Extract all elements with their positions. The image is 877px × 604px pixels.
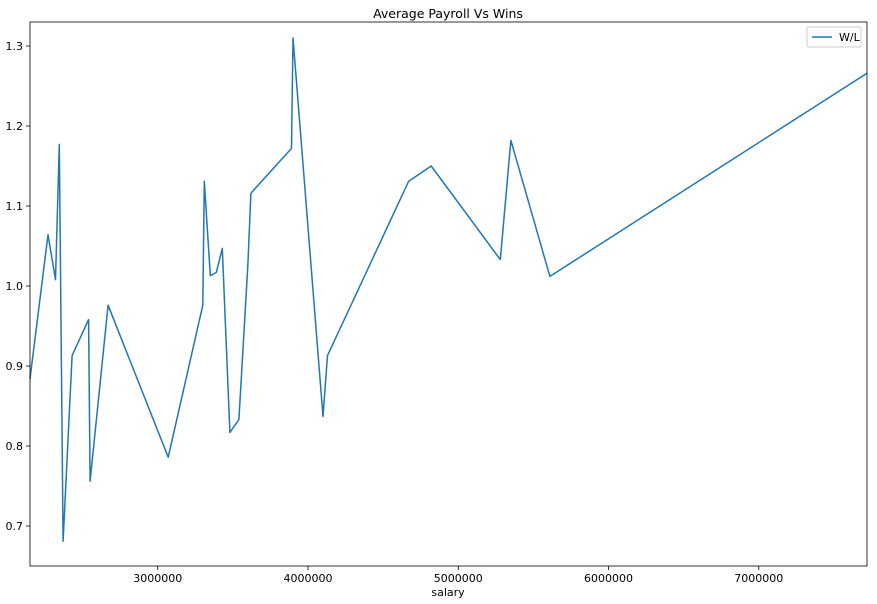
x-tick-label: 6000000 bbox=[584, 572, 633, 585]
legend-label-wl: W/L bbox=[839, 31, 861, 44]
y-tick-label: 0.7 bbox=[6, 520, 24, 533]
x-tick-label: 4000000 bbox=[283, 572, 332, 585]
y-tick-label: 1.2 bbox=[6, 120, 24, 133]
series-line-wl bbox=[29, 37, 868, 542]
legend: W/L bbox=[806, 26, 862, 48]
x-tick-label: 7000000 bbox=[734, 572, 783, 585]
y-tick-label: 0.9 bbox=[6, 360, 24, 373]
x-tick-label: 5000000 bbox=[434, 572, 483, 585]
x-axis-ticks: 3000000 4000000 5000000 6000000 7000000 bbox=[133, 566, 783, 585]
y-tick-label: 1.0 bbox=[6, 280, 24, 293]
y-tick-label: 1.3 bbox=[6, 40, 24, 53]
y-tick-label: 0.8 bbox=[6, 440, 24, 453]
plot-frame bbox=[29, 21, 868, 567]
y-tick-label: 1.1 bbox=[6, 200, 24, 213]
x-axis-label: salary bbox=[431, 586, 465, 599]
chart-title: Average Payroll Vs Wins bbox=[373, 6, 523, 21]
legend-box bbox=[806, 26, 862, 48]
plot-area bbox=[30, 22, 867, 566]
series-layer bbox=[29, 37, 868, 542]
y-axis-ticks: 0.7 0.8 0.9 1.0 1.1 1.2 1.3 bbox=[6, 40, 30, 533]
x-tick-label: 3000000 bbox=[133, 572, 182, 585]
